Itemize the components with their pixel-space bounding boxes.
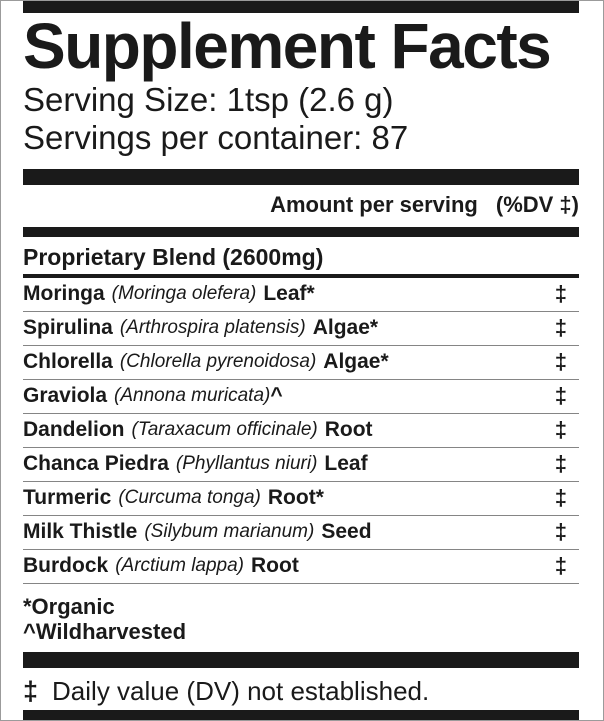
ingredient-part: Root — [324, 417, 373, 441]
ingredient-row: Turmeric (Curcuma tonga) Root* ‡ — [23, 482, 579, 516]
ingredient-name: Milk Thistle — [23, 519, 138, 543]
ingredient-list: Moringa (Moringa olefera) Leaf* ‡ Spirulina (… — [23, 278, 579, 584]
ingredient-part: Algae* — [323, 349, 389, 373]
amount-per-serving-header: Amount per serving — [270, 192, 478, 217]
ingredient-part: Leaf — [324, 451, 368, 475]
ingredient-part: Root — [251, 553, 299, 577]
ingredient-name: Spirulina — [23, 315, 113, 339]
ingredient-row: Burdock (Arctium lappa) Root ‡ — [23, 550, 579, 584]
double-dagger-icon: ‡ — [554, 314, 567, 340]
ingredient-row: Chanca Piedra (Phyllantus niuri) Leaf ‡ — [23, 448, 579, 482]
double-dagger-icon: ‡ — [554, 518, 567, 544]
ingredient-latin-name: (Annona muricata) — [114, 384, 271, 406]
ingredient-part: Leaf* — [263, 281, 315, 305]
ingredient-name: Chlorella — [23, 349, 113, 373]
ingredient-latin-name: (Silybum marianum) — [144, 520, 315, 542]
double-dagger-icon: ‡ — [554, 280, 567, 306]
servings-per-container-line: Servings per container: 87 — [23, 119, 409, 156]
wildharvested-footnote: ^Wildharvested — [23, 619, 187, 644]
header-top-rule — [23, 169, 579, 185]
column-header: Amount per serving (%DV ‡) — [23, 191, 579, 219]
double-dagger-icon: ‡ — [554, 382, 567, 408]
label-title: Supplement Facts — [23, 10, 552, 82]
ingredient-name: Graviola — [23, 383, 108, 407]
double-dagger-icon: ‡ — [554, 552, 567, 578]
blend-rule — [23, 274, 579, 278]
ingredient-row: Dandelion (Taraxacum officinale) Root ‡ — [23, 414, 579, 448]
ingredient-latin-name: (Taraxacum officinale) — [131, 418, 318, 440]
footnotes: *Organic ^Wildharvested — [23, 594, 579, 644]
ingredient-part: Algae* — [312, 315, 379, 339]
ingredient-latin-name: (Chlorella pyrenoidosa) — [119, 350, 317, 372]
ingredient-latin-name: (Arctium lappa) — [115, 554, 245, 576]
double-dagger-icon: ‡ — [554, 416, 567, 442]
ingredient-latin-name: (Arthrospira platensis) — [119, 316, 306, 338]
ingredient-name: Turmeric — [23, 485, 112, 509]
ingredient-row: Spirulina (Arthrospira platensis) Algae* ‡ — [23, 312, 579, 346]
ingredient-part: ^ — [270, 383, 283, 407]
ingredient-latin-name: (Curcuma tonga) — [118, 486, 261, 508]
organic-footnote: *Organic — [23, 594, 115, 619]
proprietary-blend-heading: Proprietary Blend (2600mg) — [23, 244, 324, 270]
double-dagger-icon: ‡ — [23, 676, 39, 706]
ingredient-part: Root* — [267, 485, 324, 509]
double-dagger-icon: ‡ — [554, 484, 567, 510]
header-bottom-rule — [23, 227, 579, 237]
double-dagger-icon: ‡ — [554, 348, 567, 374]
ingredient-name: Burdock — [23, 553, 109, 577]
daily-value-note: ‡ Daily value (DV) not established. — [23, 674, 579, 708]
serving-size-line: Serving Size: 1tsp (2.6 g) — [23, 81, 394, 118]
ingredient-name: Chanca Piedra — [23, 451, 169, 475]
ingredient-row: Graviola (Annona muricata) ^ ‡ — [23, 380, 579, 414]
double-dagger-icon: ‡ — [554, 450, 567, 476]
footer-top-rule — [23, 652, 579, 668]
ingredient-row: Milk Thistle (Silybum marianum) Seed ‡ — [23, 516, 579, 550]
ingredient-part: Seed — [321, 519, 372, 543]
ingredient-latin-name: (Phyllantus niuri) — [175, 452, 318, 474]
ingredient-row: Chlorella (Chlorella pyrenoidosa) Algae* ‡ — [23, 346, 579, 380]
bottom-rule — [23, 710, 579, 720]
percent-dv-header: (%DV ‡) — [495, 192, 579, 217]
top-rule — [23, 1, 579, 13]
ingredient-name: Moringa — [23, 281, 105, 305]
daily-value-note-text: Daily value (DV) not established. — [52, 676, 430, 706]
ingredient-name: Dandelion — [23, 417, 125, 441]
ingredient-row: Moringa (Moringa olefera) Leaf* ‡ — [23, 278, 579, 312]
ingredient-latin-name: (Moringa olefera) — [111, 282, 257, 304]
